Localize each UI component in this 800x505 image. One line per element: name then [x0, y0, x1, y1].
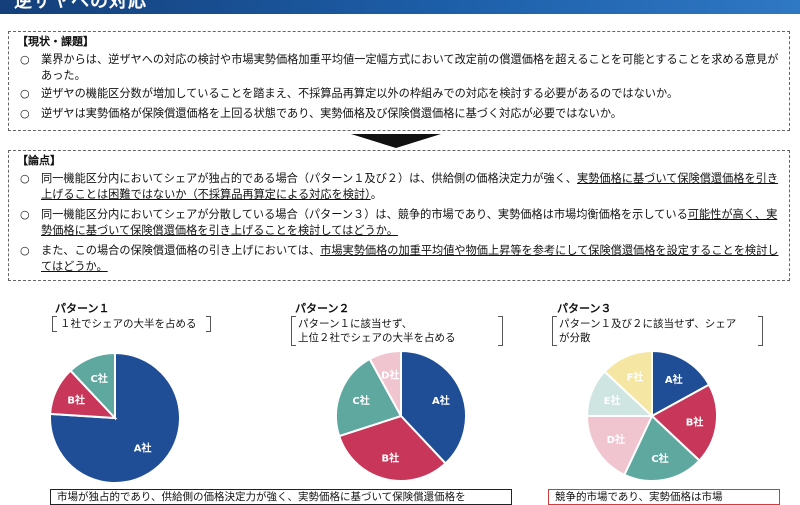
issues-underlined-text: 市場実勢価格の加重平均値や物価上昇等を参考にして保険償還価格を設定することを検討…	[41, 244, 779, 273]
issues-text: また、この場合の保険償還価格の引き上げにおいては、	[41, 244, 321, 257]
pie-chart-pattern-1: A社 B社 C社	[49, 351, 181, 484]
circle-bullet-icon: ○	[20, 107, 30, 120]
bottom-note-box: 市場が独占的であり、供給側の価格決定力が強く、実勢価格に基づいて保険償還価格を	[50, 489, 512, 505]
pie-slice	[49, 351, 181, 484]
pie-slice-label: C社	[91, 372, 108, 385]
pie-slice	[622, 414, 701, 482]
current-state-text: 逆ザヤは実勢価格が保険償還価格を上回る状態であり、実勢価格及び保険償還価格に基づ…	[41, 107, 622, 120]
current-state-heading: 【現状・課題】	[17, 35, 94, 48]
bracket-right	[498, 316, 503, 346]
bracket-right	[206, 316, 211, 332]
pattern-desc: パターン１及び２に該当せず、シェア	[559, 318, 737, 330]
pie-slice	[585, 415, 654, 477]
pie-slice-label: F社	[627, 371, 644, 384]
circle-bullet-icon: ○	[20, 172, 30, 185]
pie-slice	[650, 383, 718, 462]
pie-slice	[368, 349, 402, 417]
current-state-text: 逆ザヤの機能区分数が増加していることを踏まえ、不採算品再算定以外の枠組みでの対応…	[41, 87, 679, 100]
pie-slice-label: A社	[432, 394, 450, 407]
pie-slice-label: A社	[665, 373, 683, 386]
issues-underlined-text: 可能性が高く、実勢価格に基づいて保険償還価格を引き上げることを検討してはどうか。	[41, 208, 778, 237]
pie-slice-label: E社	[604, 394, 621, 407]
current-state-item: ○ 業界からは、逆ザヤへの対応の検討や市場実勢価格加重平均値一定幅方式において改…	[9, 52, 789, 84]
issues-underlined-text: 実勢価格に基づいて保険償還価格を引き上げることは困難ではないか（不採算品再算定に…	[41, 172, 779, 201]
issues-text: 同一機能区分内においてシェアが分散している場合（パターン３）は、競争的市場であり…	[41, 208, 688, 221]
current-state-item: ○ 逆ザヤの機能区分数が増加していることを踏まえ、不採算品再算定以外の枠組みでの…	[9, 86, 789, 102]
pattern-desc: 上位２社でシェアの大半を占める	[298, 332, 456, 344]
pie-slice-label: C社	[352, 394, 369, 407]
current-state-item: ○ 逆ザヤは実勢価格が保険償還価格を上回る状態であり、実勢価格及び保険償還価格に…	[9, 106, 789, 122]
pie-slice	[651, 349, 711, 418]
current-state-text: 業界からは、逆ザヤへの対応の検討や市場実勢価格加重平均値一定幅方式において改定前…	[41, 53, 779, 82]
pie-chart-pattern-2: A社 B社 C社 D社	[335, 349, 467, 482]
pattern-title: パターン１	[55, 302, 110, 315]
current-state-box: 【現状・課題】 ○ 業界からは、逆ザヤへの対応の検討や市場実勢価格加重平均値一定…	[8, 31, 790, 131]
pie-slice-label: A社	[134, 441, 152, 454]
circle-bullet-icon: ○	[20, 208, 30, 221]
bracket-left	[552, 316, 557, 346]
down-arrow-icon	[351, 134, 441, 148]
circle-bullet-icon: ○	[20, 87, 30, 100]
pie-slice	[603, 349, 653, 419]
pie-slice	[335, 357, 403, 438]
pattern-title: パターン２	[295, 302, 350, 315]
bracket-left	[291, 316, 296, 346]
circle-bullet-icon: ○	[20, 244, 30, 257]
pie-slice-label: D社	[381, 368, 399, 381]
pie-slice-label: B社	[67, 394, 85, 407]
issues-heading: 【論点】	[17, 154, 61, 167]
issues-box: 【論点】 ○ 同一機能区分内においてシェアが独占的である場合（パターン１及び２）…	[8, 150, 790, 281]
pie-slice	[69, 351, 116, 421]
pattern-desc: １社でシェアの大半を占める	[60, 318, 197, 330]
issues-item: ○ 同一機能区分内においてシェアが分散している場合（パターン３）は、競争的市場で…	[9, 207, 789, 239]
page-title: 逆ザヤへの対応	[14, 0, 147, 12]
circle-bullet-icon: ○	[20, 53, 30, 66]
title-bar: 逆ザヤへの対応	[0, 0, 800, 14]
pie-slice	[337, 414, 447, 482]
pie-slice-label: B社	[686, 415, 704, 428]
pie-slice-label: B社	[381, 452, 399, 465]
pattern-title: パターン３	[557, 302, 612, 315]
pattern-desc: が分散	[559, 332, 591, 344]
issues-text: 。	[370, 188, 382, 201]
bottom-note-box: 競争的市場であり、実勢価格は市場	[548, 489, 780, 505]
pie-slice-label: C社	[651, 452, 668, 465]
issues-item: ○ 同一機能区分内においてシェアが独占的である場合（パターン１及び２）は、供給側…	[9, 171, 789, 203]
issues-text: 同一機能区分内においてシェアが独占的である場合（パターン１及び２）は、供給側の価…	[41, 172, 577, 185]
pie-chart-pattern-3: A社 B社 C社 D社 E社 F社	[585, 349, 718, 482]
pattern-desc: パターン１に該当せず、	[298, 318, 413, 330]
bracket-right	[758, 316, 763, 346]
issues-item: ○ また、この場合の保険償還価格の引き上げにおいては、市場実勢価格の加重平均値や…	[9, 243, 789, 275]
pie-slice	[400, 349, 467, 465]
bracket-left	[52, 316, 57, 332]
pie-slice-label: D社	[607, 433, 625, 446]
